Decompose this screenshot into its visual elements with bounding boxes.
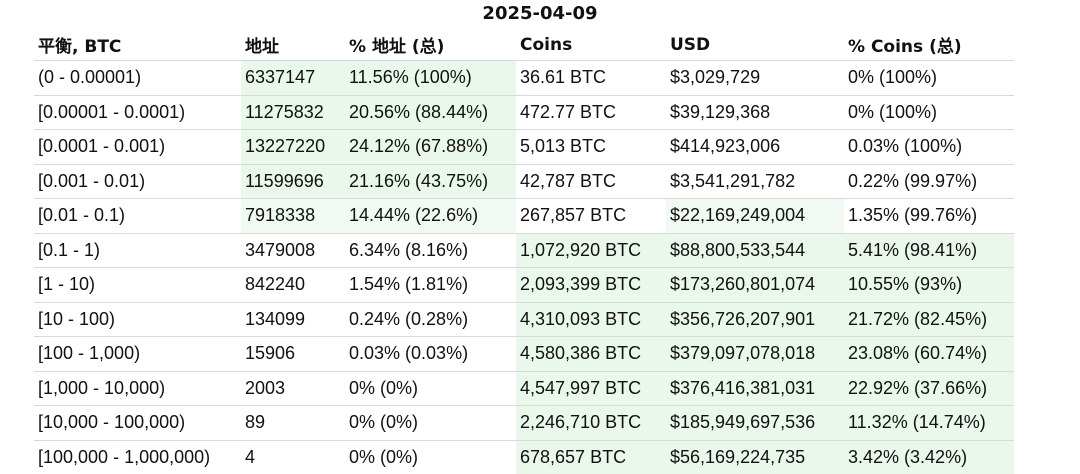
balance-cell: [0.0001 - 0.001) [34,129,241,164]
header-balance: 平衡, BTC [38,37,122,57]
table-row: [10,000 - 100,000) 89 0% (0%) 2,246,710 BTC… [34,405,1014,440]
coins-pct-cell: 0% (100%) [844,94,1014,130]
address-pct-cell: 1.54% (1.81%) [345,267,516,302]
header-row: 平衡, BTC 地址 % 地址 (总) Coins USD % Coins (总… [34,29,1014,61]
table-row: [0.01 - 0.1) 7918338 14.44% (22.6%) 267,857… [34,198,1014,233]
usd-cell: $376,416,381,031 [666,370,844,406]
balance-cell: [1 - 10) [34,267,241,302]
coins-cell: 2,093,399 BTC [516,267,666,302]
balance-cell: [0.1 - 1) [34,232,241,268]
coins-pct-cell: 11.32% (14.74%) [844,405,1014,440]
coins-pct-cell: 22.92% (37.66%) [844,370,1014,406]
address-pct-cell: 6.34% (8.16%) [345,232,516,268]
coins-cell: 36.61 BTC [516,60,666,95]
address-pct-cell: 0% (0%) [345,370,516,406]
table-row: [0.00001 - 0.0001) 11275832 20.56% (88.44%… [34,94,1014,130]
balance-cell: [1,000 - 10,000) [34,370,241,406]
coins-cell: 4,547,997 BTC [516,370,666,406]
coins-cell: 1,072,920 BTC [516,232,666,268]
balance-cell: [0.001 - 0.01) [34,163,241,199]
address-pct-cell: 11.56% (100%) [345,60,516,95]
balance-cell: [0.00001 - 0.0001) [34,94,241,130]
coins-pct-cell: 1.35% (99.76%) [844,198,1014,233]
usd-cell: $3,029,729 [666,60,844,95]
address-pct-cell: 24.12% (67.88%) [345,129,516,164]
table-row: [0.001 - 0.01) 11599696 21.16% (43.75%) 42,… [34,163,1014,199]
balance-cell: [100 - 1,000) [34,336,241,371]
address-pct-cell: 0.24% (0.28%) [345,301,516,337]
usd-cell: $379,097,078,018 [666,336,844,371]
addresses-cell: 13227220 [241,129,345,164]
usd-cell: $56,169,224,735 [666,439,844,474]
balance-cell: [10,000 - 100,000) [34,405,241,440]
address-pct-cell: 0.03% (0.03%) [345,336,516,371]
addresses-cell: 15906 [241,336,345,371]
coins-cell: 4,310,093 BTC [516,301,666,337]
coins-pct-cell: 5.41% (98.41%) [844,232,1014,268]
usd-cell: $173,260,801,074 [666,267,844,302]
coins-cell: 42,787 BTC [516,163,666,199]
address-pct-cell: 14.44% (22.6%) [345,198,516,233]
coins-pct-cell: 10.55% (93%) [844,267,1014,302]
balance-cell: [100,000 - 1,000,000) [34,439,241,474]
addresses-cell: 11599696 [241,163,345,199]
coins-cell: 472.77 BTC [516,94,666,130]
coins-pct-cell: 3.42% (3.42%) [844,439,1014,474]
usd-cell: $88,800,533,544 [666,232,844,268]
address-pct-cell: 0% (0%) [345,439,516,474]
header-coins: Coins [520,34,573,55]
coins-cell: 678,657 BTC [516,439,666,474]
balance-cell: [10 - 100) [34,301,241,337]
usd-cell: $414,923,006 [666,129,844,164]
coins-pct-cell: 0.03% (100%) [844,129,1014,164]
coins-cell: 2,246,710 BTC [516,405,666,440]
header-usd: USD [670,34,711,55]
addresses-cell: 134099 [241,301,345,337]
table-row: [0.1 - 1) 3479008 6.34% (8.16%) 1,072,920 B… [34,232,1014,268]
addresses-cell: 2003 [241,370,345,406]
usd-cell: $39,129,368 [666,94,844,130]
btc-distribution-table: 平衡, BTC 地址 % 地址 (总) Coins USD % Coins (总… [34,29,1014,474]
balance-cell: (0 - 0.00001) [34,60,241,95]
table-row: [100 - 1,000) 15906 0.03% (0.03%) 4,580,386… [34,336,1014,371]
address-pct-cell: 21.16% (43.75%) [345,163,516,199]
coins-pct-cell: 0.22% (99.97%) [844,163,1014,199]
addresses-cell: 3479008 [241,232,345,268]
header-addresses: 地址 [245,37,279,57]
header-address-pct: % 地址 (总) [349,37,445,57]
header-coins-pct: % Coins (总) [848,37,962,57]
addresses-cell: 6337147 [241,60,345,95]
usd-cell: $3,541,291,782 [666,163,844,199]
coins-pct-cell: 0% (100%) [844,60,1014,95]
addresses-cell: 89 [241,405,345,440]
coins-pct-cell: 21.72% (82.45%) [844,301,1014,337]
usd-cell: $22,169,249,004 [666,198,844,233]
table-row: [100,000 - 1,000,000) 4 0% (0%) 678,657 BTC… [34,439,1014,474]
usd-cell: $185,949,697,536 [666,405,844,440]
table-row: [1,000 - 10,000) 2003 0% (0%) 4,547,997 BTC… [34,370,1014,406]
addresses-cell: 7918338 [241,198,345,233]
table-row: (0 - 0.00001) 6337147 11.56% (100%) 36.61 B… [34,60,1014,95]
address-pct-cell: 0% (0%) [345,405,516,440]
coins-cell: 4,580,386 BTC [516,336,666,371]
addresses-cell: 842240 [241,267,345,302]
coins-cell: 267,857 BTC [516,198,666,233]
table-title: 2025-04-09 [482,3,598,24]
address-pct-cell: 20.56% (88.44%) [345,94,516,130]
addresses-cell: 11275832 [241,94,345,130]
coins-cell: 5,013 BTC [516,129,666,164]
table-row: [1 - 10) 842240 1.54% (1.81%) 2,093,399 BTC… [34,267,1014,302]
addresses-cell: 4 [241,439,345,474]
table-row: [10 - 100) 134099 0.24% (0.28%) 4,310,093 B… [34,301,1014,337]
balance-cell: [0.01 - 0.1) [34,198,241,233]
table-row: [0.0001 - 0.001) 13227220 24.12% (67.88%) 5… [34,129,1014,164]
coins-pct-cell: 23.08% (60.74%) [844,336,1014,371]
usd-cell: $356,726,207,901 [666,301,844,337]
